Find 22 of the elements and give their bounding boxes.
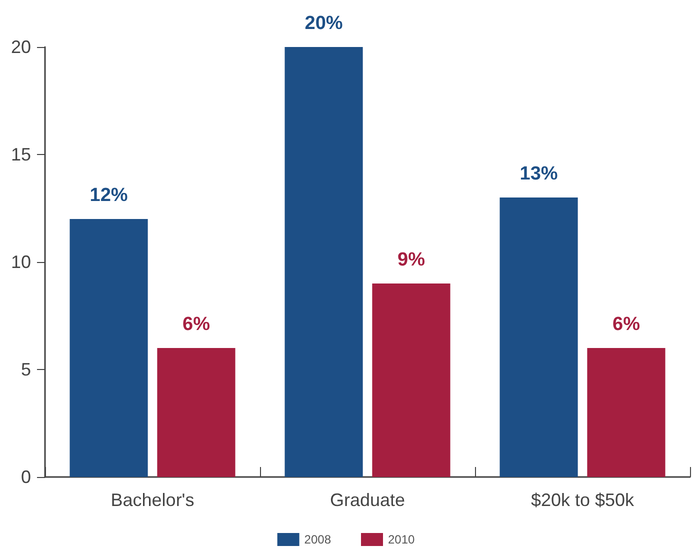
- bar: [157, 348, 236, 477]
- legend-label: 2008: [304, 532, 332, 546]
- data-label: 9%: [397, 250, 426, 270]
- bar: [587, 348, 666, 477]
- y-tick-label: 0: [20, 467, 31, 487]
- bar: [500, 198, 578, 477]
- bar: [284, 47, 363, 477]
- bar: [70, 219, 148, 477]
- x-tick-label: Graduate: [330, 490, 406, 510]
- data-label: 20%: [304, 13, 343, 34]
- y-tick-label: 15: [10, 144, 31, 164]
- data-label: 12%: [90, 185, 128, 206]
- y-tick-label: 20: [10, 37, 31, 57]
- data-label: 6%: [182, 314, 210, 335]
- legend-label: 2010: [388, 532, 416, 546]
- data-label: 13%: [520, 164, 558, 184]
- data-label: 6%: [612, 314, 640, 335]
- x-tick-label: Bachelor's: [110, 490, 194, 510]
- y-tick-label: 5: [20, 360, 31, 380]
- x-tick-label: $20k to $50k: [530, 490, 636, 510]
- y-tick-label: 10: [10, 252, 31, 272]
- bar: [372, 284, 450, 477]
